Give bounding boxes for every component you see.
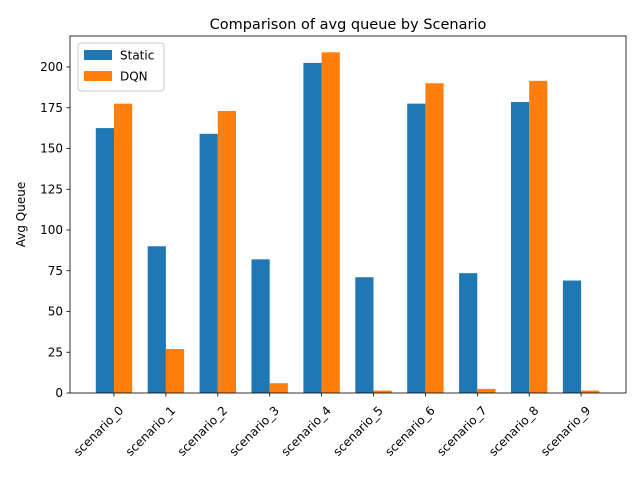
legend-swatch-dqn	[84, 71, 112, 81]
y-axis-label: Avg Queue	[14, 182, 28, 247]
x-tick-label: scenario_6	[382, 403, 437, 458]
y-tick-label: 175	[40, 101, 63, 115]
x-tick-label: scenario_7	[434, 403, 489, 458]
plot-area	[69, 35, 627, 394]
x-tick-label: scenario_8	[486, 403, 541, 458]
bar-dqn-scenario_3	[269, 383, 288, 393]
x-axis: scenario_0scenario_1scenario_2scenario_3…	[71, 393, 593, 459]
bar-dqn-scenario_0	[114, 103, 133, 393]
bar-static-scenario_2	[199, 133, 218, 393]
legend: Static DQN	[77, 42, 165, 92]
x-tick-label: scenario_3	[227, 403, 282, 458]
y-tick-label: 75	[48, 264, 63, 278]
bar-static-scenario_5	[355, 277, 374, 393]
bar-static-scenario_7	[459, 273, 478, 393]
bar-dqn-scenario_6	[425, 83, 444, 393]
y-tick-label: 50	[48, 305, 63, 319]
x-tick-label: scenario_4	[278, 403, 333, 458]
bar-dqn-scenario_8	[529, 80, 548, 393]
bar-static-scenario_9	[562, 280, 582, 393]
bar-static-scenario_8	[511, 102, 530, 394]
bar-dqn-scenario_5	[373, 390, 392, 393]
x-tick-label: scenario_1	[123, 403, 178, 458]
bar-static-scenario_1	[147, 246, 166, 393]
legend-label-dqn: DQN	[120, 70, 148, 84]
legend-label-static: Static	[120, 49, 154, 63]
y-tick-label: 125	[40, 182, 63, 196]
x-tick-label: scenario_0	[71, 403, 126, 458]
y-tick-label: 100	[40, 223, 63, 237]
bar-static-scenario_3	[251, 259, 270, 393]
chart-title: Comparison of avg queue by Scenario	[210, 17, 487, 33]
bar-static-scenario_6	[407, 103, 426, 393]
bar-static-scenario_4	[303, 62, 322, 394]
bar-dqn-scenario_1	[165, 348, 185, 393]
x-tick-label: scenario_9	[538, 403, 593, 458]
bar-dqn-scenario_7	[477, 388, 496, 393]
axes-frame	[69, 35, 627, 394]
y-axis: 0 25 50 75 100 125 150 175 200	[40, 60, 70, 400]
bar-static-scenario_0	[95, 128, 114, 394]
y-tick-label: 150	[40, 142, 63, 156]
bar-dqn-scenario_4	[321, 52, 340, 394]
x-tick-label: scenario_2	[175, 403, 230, 458]
y-tick-label: 200	[40, 60, 63, 74]
x-tick-label: scenario_5	[330, 403, 385, 458]
y-tick-label: 0	[55, 386, 63, 400]
bar-dqn-scenario_9	[581, 390, 600, 393]
legend-swatch-static	[84, 50, 112, 60]
bar-dqn-scenario_2	[217, 110, 236, 393]
y-tick-label: 25	[48, 345, 63, 359]
